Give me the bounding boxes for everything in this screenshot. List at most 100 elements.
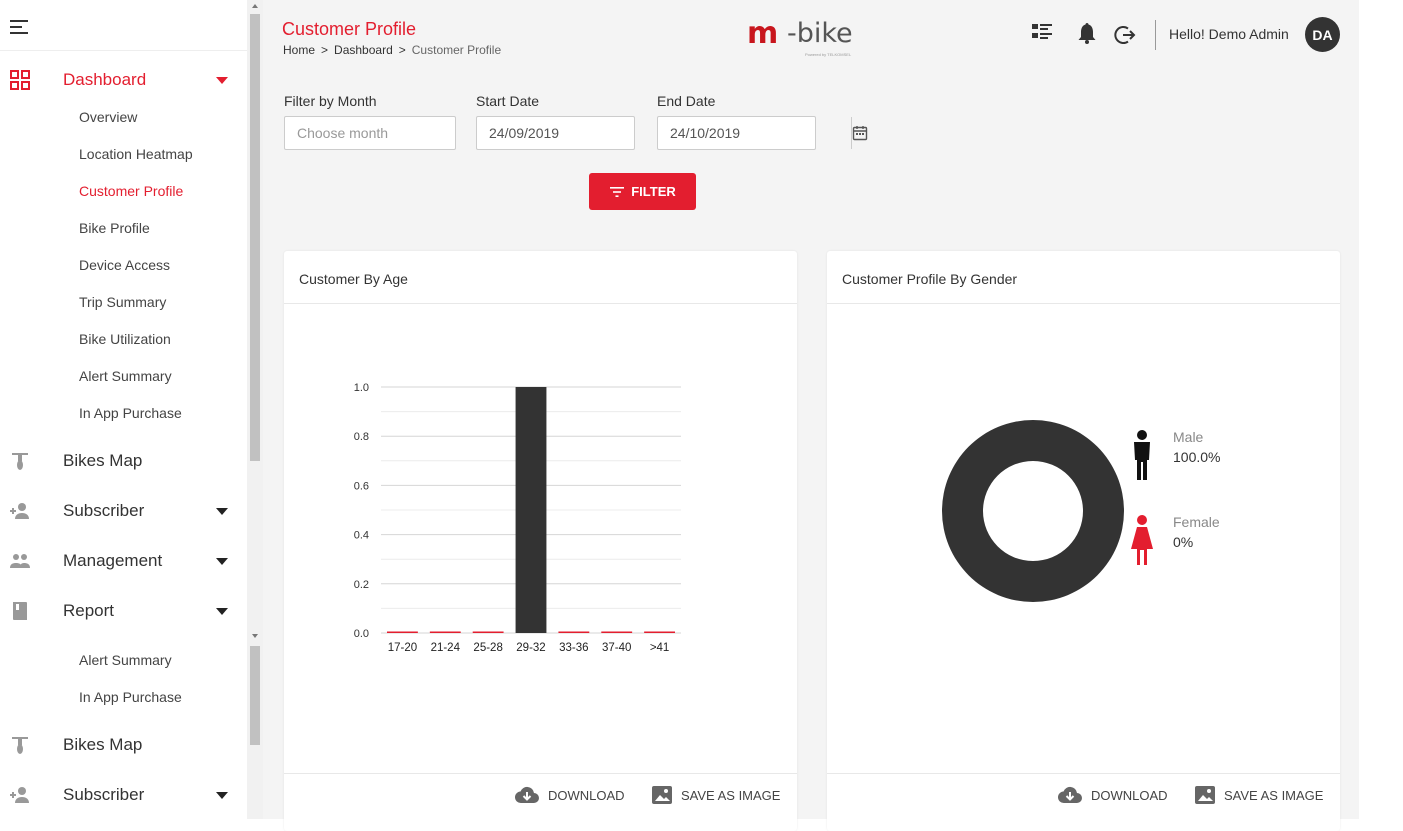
- bar[interactable]: [558, 631, 590, 634]
- sidebar-item-bikes-map-2[interactable]: Bikes Map: [0, 725, 247, 765]
- sidebar-item-label: Dashboard: [63, 70, 147, 89]
- sidebar-subitem-trip-summary[interactable]: Trip Summary: [79, 294, 167, 310]
- chevron-down-icon: [216, 557, 228, 565]
- sidebar-subitem-bike-utilization[interactable]: Bike Utilization: [79, 331, 171, 347]
- legend-female: Female 0%: [1131, 514, 1220, 565]
- sidebar-item-label: Report: [63, 601, 115, 620]
- x-tick-label: 25-28: [473, 642, 502, 654]
- female-figure-icon: [1131, 515, 1153, 565]
- end-date-input[interactable]: [658, 117, 851, 149]
- sidebar-subitem-bike-profile[interactable]: Bike Profile: [79, 220, 150, 236]
- sidebar-item-subscriber[interactable]: Subscriber: [0, 491, 247, 531]
- sidebar-item-label: Bikes Map: [63, 735, 143, 754]
- sidebar-subitem-in-app-purchase[interactable]: In App Purchase: [79, 405, 182, 421]
- people-icon: [8, 549, 32, 573]
- bar[interactable]: [515, 387, 547, 633]
- cloud-download-icon: [514, 786, 539, 804]
- x-tick-label: 17-20: [388, 642, 417, 654]
- notification-bell-icon[interactable]: [1075, 21, 1099, 50]
- male-figure-icon: [1134, 430, 1150, 480]
- sidebar-subitem-location-heatmap[interactable]: Location Heatmap: [79, 146, 193, 162]
- x-tick-label: >41: [650, 642, 670, 654]
- sidebar-item-dashboard[interactable]: Dashboard: [0, 60, 247, 100]
- sidebar-item-management[interactable]: Management: [0, 541, 247, 581]
- gender-donut-chart: [942, 420, 1124, 602]
- filter-month-label: Filter by Month: [284, 93, 377, 109]
- mbike-logo: m -bike Powered by TELKOMSEL: [747, 16, 857, 60]
- sidebar-header: [0, 0, 247, 51]
- logo-tagline: Powered by TELKOMSEL: [805, 52, 852, 57]
- scrollbar-thumb-lower[interactable]: [250, 646, 260, 745]
- list-view-icon[interactable]: [1031, 22, 1053, 47]
- bar[interactable]: [387, 631, 418, 634]
- y-tick-label: 0.0: [354, 628, 369, 640]
- customer-by-gender-card: Customer Profile By Gender Male 100.0% F…: [827, 251, 1340, 831]
- sidebar-subitem-report-in-app-purchase[interactable]: In App Purchase: [79, 689, 182, 705]
- add-user-icon: [8, 783, 32, 807]
- legend-value: 0%: [1173, 534, 1194, 550]
- save-image-label: SAVE AS IMAGE: [681, 787, 781, 803]
- header-divider: [1155, 20, 1156, 50]
- divider: [827, 303, 1340, 304]
- main-content: Customer Profile Home > Dashboard > Customer…: [263, 0, 1359, 831]
- sidebar-subitem-device-access[interactable]: Device Access: [79, 257, 171, 273]
- y-tick-label: 1.0: [354, 382, 369, 394]
- bar[interactable]: [644, 631, 675, 634]
- divider: [284, 773, 797, 774]
- start-date-field: [476, 116, 687, 150]
- month-input[interactable]: [285, 117, 478, 149]
- download-label: DOWNLOAD: [548, 787, 625, 803]
- card-title: Customer By Age: [299, 271, 408, 287]
- breadcrumb-home[interactable]: Home: [283, 43, 316, 57]
- bike-icon: [8, 449, 32, 473]
- sidebar-item-label: Subscriber: [63, 501, 145, 520]
- bar[interactable]: [601, 631, 633, 634]
- sidebar-item-report[interactable]: Report: [0, 591, 247, 631]
- image-icon: [652, 786, 672, 804]
- bar[interactable]: [429, 631, 461, 634]
- x-tick-label: 21-24: [431, 642, 461, 654]
- sidebar-item-label: Subscriber: [63, 785, 145, 804]
- y-tick-label: 0.6: [354, 480, 369, 492]
- calendar-icon[interactable]: [851, 117, 868, 149]
- card-title: Customer Profile By Gender: [842, 271, 1018, 287]
- menu-toggle-icon[interactable]: [10, 18, 30, 34]
- start-date-input[interactable]: [477, 117, 670, 149]
- avatar[interactable]: DA: [1305, 17, 1340, 52]
- save-image-label: SAVE AS IMAGE: [1224, 787, 1324, 803]
- sidebar-scrollbar[interactable]: [247, 0, 263, 819]
- save-as-image-button[interactable]: SAVE AS IMAGE: [1194, 784, 1323, 806]
- scroll-up-icon[interactable]: [252, 4, 258, 8]
- sidebar-subitem-alert-summary[interactable]: Alert Summary: [79, 368, 172, 384]
- cloud-download-icon: [1057, 786, 1082, 804]
- start-date-label: Start Date: [476, 93, 540, 109]
- filter-button[interactable]: FILTER: [589, 173, 696, 210]
- breadcrumb-current: Customer Profile: [411, 43, 502, 57]
- customer-by-age-card: Customer By Age 0.0 0.2 0.4 0.6 0.8 1.0 17-20 2…: [284, 251, 797, 831]
- sidebar-subitem-overview[interactable]: Overview: [79, 109, 138, 125]
- scrollbar-thumb[interactable]: [250, 14, 260, 461]
- y-tick-label: 0.8: [354, 431, 369, 443]
- sidebar: Dashboard Overview Location Heatmap Cust…: [0, 0, 247, 819]
- download-button[interactable]: DOWNLOAD: [1057, 784, 1168, 806]
- save-as-image-button[interactable]: SAVE AS IMAGE: [651, 784, 780, 806]
- scroll-down-icon[interactable]: [252, 634, 258, 638]
- book-icon: [8, 599, 32, 623]
- bar[interactable]: [472, 631, 504, 634]
- add-user-icon: [8, 499, 32, 523]
- breadcrumb-dashboard[interactable]: Dashboard: [334, 43, 393, 57]
- logout-icon[interactable]: [1114, 24, 1136, 51]
- sidebar-subitem-customer-profile[interactable]: Customer Profile: [79, 183, 184, 199]
- filter-button-label: FILTER: [631, 184, 676, 199]
- end-date-label: End Date: [657, 93, 716, 109]
- divider: [827, 773, 1340, 774]
- donut-slice[interactable]: [942, 420, 1124, 602]
- legend-label: Male: [1173, 429, 1204, 445]
- sidebar-item-subscriber-2[interactable]: Subscriber: [0, 775, 247, 815]
- download-button[interactable]: DOWNLOAD: [514, 784, 625, 806]
- sidebar-subitem-report-alert-summary[interactable]: Alert Summary: [79, 652, 172, 668]
- breadcrumb-separator: >: [398, 43, 406, 57]
- sidebar-item-bikes-map[interactable]: Bikes Map: [0, 441, 247, 481]
- end-date-field: [657, 116, 868, 150]
- chevron-down-icon: [216, 607, 228, 615]
